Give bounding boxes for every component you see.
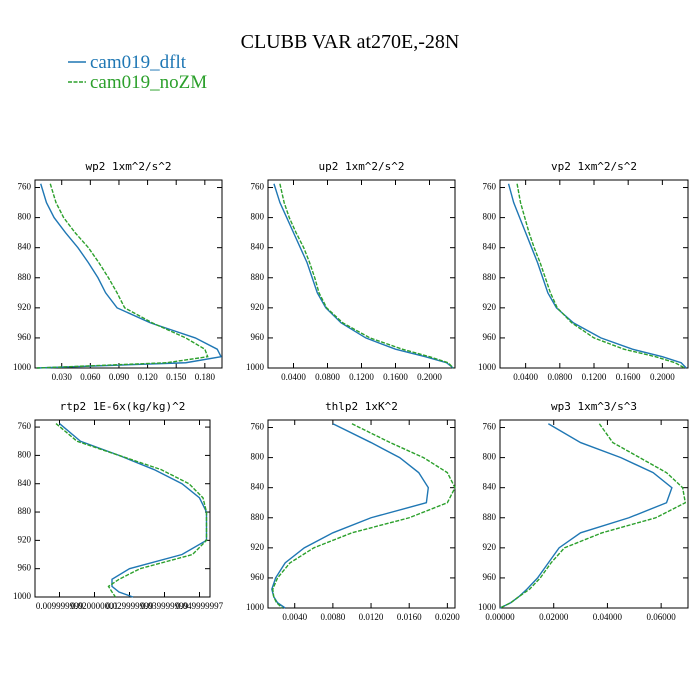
- y-tick-label: 800: [483, 452, 497, 462]
- y-tick-label: 920: [483, 302, 497, 312]
- y-tick-label: 760: [18, 421, 32, 431]
- plot-frame: [34, 419, 211, 598]
- y-tick-label: 760: [251, 182, 265, 192]
- y-tick-label: 840: [18, 478, 32, 488]
- panel-title: thlp2 1xK^2: [325, 400, 398, 413]
- y-tick-label: 1000: [13, 362, 32, 372]
- x-tick-label: 0.020000001: [71, 601, 118, 611]
- x-tick-label: 0.060: [80, 372, 101, 382]
- y-tick-label: 960: [251, 332, 265, 342]
- figure-title: CLUBB VAR at270E,-28N: [241, 31, 460, 53]
- x-tick-label: 0.150: [166, 372, 187, 382]
- plot-frame: [267, 419, 456, 609]
- x-tick-label: 0.1200: [349, 372, 374, 382]
- x-tick-label: 0.0400: [281, 372, 306, 382]
- y-tick-label: 800: [251, 212, 265, 222]
- y-tick-label: 960: [251, 572, 265, 582]
- series-line: [273, 183, 454, 369]
- y-tick-label: 960: [483, 332, 497, 342]
- x-tick-label: 0.049999997: [176, 601, 224, 611]
- x-tick-label: 0.04000: [593, 612, 623, 622]
- x-tick-label: 0.030: [52, 372, 73, 382]
- panel-title: vp2 1xm^2/s^2: [551, 160, 637, 173]
- x-tick-label: 0.2000: [417, 372, 442, 382]
- panel-title: up2 1xm^2/s^2: [318, 160, 404, 173]
- x-tick-label: 0.029999999: [106, 601, 154, 611]
- y-tick-label: 960: [18, 563, 32, 573]
- panel-title: rtp2 1E-6x(kg/kg)^2: [60, 400, 186, 413]
- y-tick-label: 1000: [478, 362, 497, 372]
- y-tick-label: 880: [18, 506, 32, 516]
- x-tick-label: 0.090: [109, 372, 130, 382]
- y-tick-label: 760: [251, 422, 265, 432]
- y-tick-label: 1000: [246, 602, 265, 612]
- series-line: [272, 423, 456, 609]
- y-tick-label: 800: [18, 212, 32, 222]
- panel-title: wp2 1xm^2/s^2: [85, 160, 171, 173]
- y-tick-label: 840: [251, 242, 265, 252]
- y-tick-label: 920: [251, 542, 265, 552]
- series-line: [279, 183, 454, 369]
- x-tick-label: 0.1600: [616, 372, 641, 382]
- y-tick-label: 880: [483, 512, 497, 522]
- y-tick-label: 920: [251, 302, 265, 312]
- y-tick-label: 760: [18, 182, 32, 192]
- x-tick-label: 0.0800: [547, 372, 572, 382]
- x-tick-label: 0.0080: [321, 612, 346, 622]
- y-tick-label: 1000: [246, 362, 265, 372]
- legend-label: cam019_dflt: [90, 52, 187, 73]
- series-line: [36, 183, 223, 369]
- y-tick-label: 840: [251, 482, 265, 492]
- x-tick-label: 0.180: [195, 372, 216, 382]
- y-tick-label: 960: [18, 332, 32, 342]
- y-tick-label: 1000: [478, 602, 497, 612]
- x-tick-label: 0.1200: [582, 372, 607, 382]
- y-tick-label: 880: [18, 272, 32, 282]
- y-tick-label: 880: [483, 272, 497, 282]
- plot-frame: [499, 419, 689, 609]
- x-tick-label: 0.009999999: [36, 601, 84, 611]
- x-tick-label: 0.06000: [647, 612, 677, 622]
- y-tick-label: 800: [18, 449, 32, 459]
- series-line: [516, 183, 685, 369]
- y-tick-label: 920: [18, 302, 32, 312]
- y-tick-label: 1000: [13, 591, 32, 601]
- x-tick-label: 0.0160: [397, 612, 422, 622]
- y-tick-label: 760: [483, 422, 497, 432]
- x-tick-label: 0.120: [137, 372, 158, 382]
- y-tick-label: 920: [18, 534, 32, 544]
- x-tick-label: 0.02000: [539, 612, 569, 622]
- x-tick-label: 0.0800: [315, 372, 340, 382]
- y-tick-label: 880: [251, 272, 265, 282]
- x-tick-label: 0.0120: [359, 612, 384, 622]
- x-tick-label: 0.00000: [485, 612, 515, 622]
- y-tick-label: 840: [483, 242, 497, 252]
- x-tick-label: 0.0040: [282, 612, 307, 622]
- y-tick-label: 960: [483, 572, 497, 582]
- legend-label: cam019_noZM: [90, 72, 207, 93]
- y-tick-label: 800: [251, 452, 265, 462]
- plot-frame: [34, 179, 223, 369]
- x-tick-label: 0.039999999: [141, 601, 189, 611]
- y-tick-label: 840: [483, 482, 497, 492]
- x-tick-label: 0.0200: [435, 612, 460, 622]
- x-tick-label: 0.0400: [513, 372, 538, 382]
- panel-title: wp3 1xm^3/s^3: [551, 400, 637, 413]
- series-line: [507, 183, 687, 369]
- series-line: [499, 423, 687, 609]
- y-tick-label: 920: [483, 542, 497, 552]
- x-tick-label: 0.1600: [383, 372, 408, 382]
- y-tick-label: 800: [483, 212, 497, 222]
- series-line: [55, 423, 208, 598]
- x-tick-label: 0.2000: [650, 372, 675, 382]
- y-tick-label: 880: [251, 512, 265, 522]
- y-tick-label: 760: [483, 182, 497, 192]
- series-line: [36, 183, 209, 369]
- y-tick-label: 840: [18, 242, 32, 252]
